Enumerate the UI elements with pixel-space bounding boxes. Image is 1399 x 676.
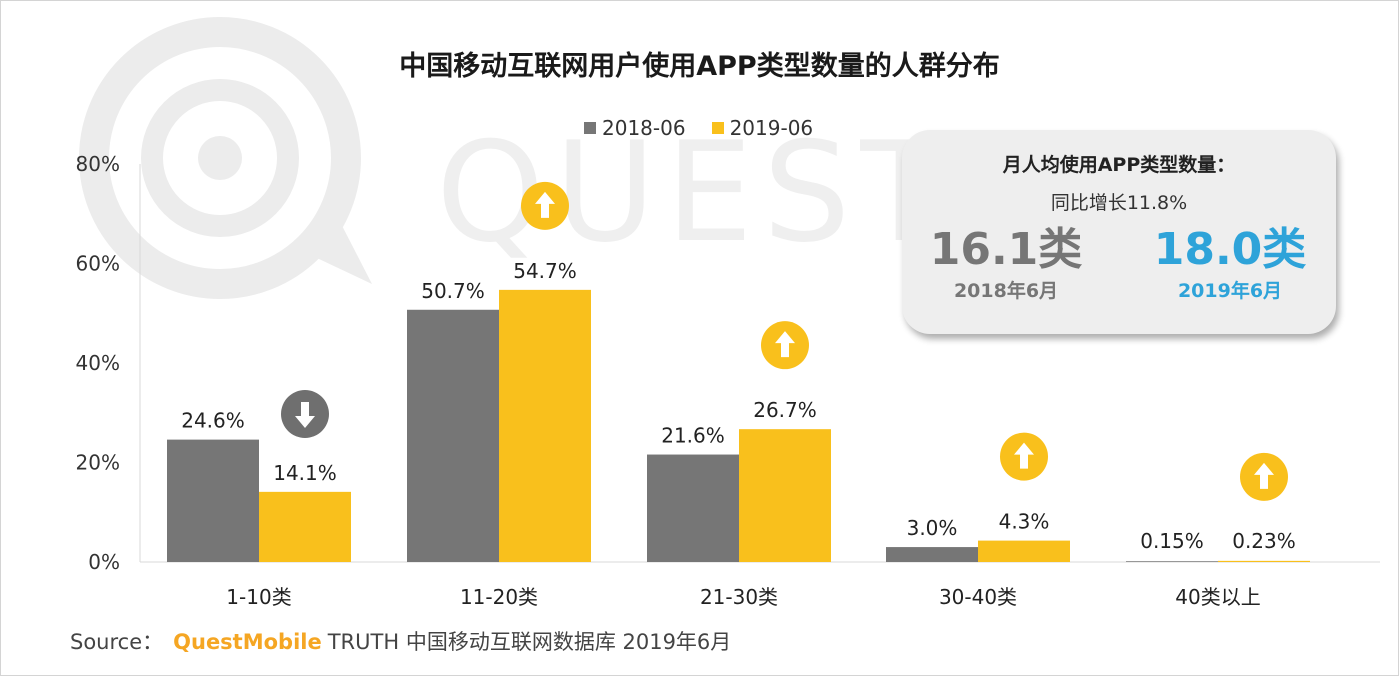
x-tick-label: 30-40类 (939, 585, 1017, 609)
legend-label-2019: 2019-06 (729, 116, 814, 140)
arrow-up-glyph-icon (775, 331, 795, 358)
bar-2019-06 (1218, 560, 1310, 562)
legend-label-2018: 2018-06 (602, 116, 686, 140)
bar-2018-06 (167, 439, 259, 562)
watermark-ring-icon (79, 17, 361, 299)
stat-2019: 18.0类 2019年6月 (1130, 222, 1330, 303)
average-app-count-box: 月人均使用APP类型数量： 同比增长11.8% 16.1类 2018年6月 18… (902, 130, 1336, 334)
data-label: 24.6% (181, 409, 245, 433)
y-tick-label: 0% (88, 550, 120, 574)
arrow-up-glyph-icon (1254, 462, 1274, 489)
stat-2019-value: 18.0类 (1153, 224, 1307, 275)
x-tick-label: 1-10类 (226, 585, 291, 609)
bar-2019-06 (499, 289, 591, 562)
data-label: 21.6% (661, 424, 725, 448)
x-tick-label: 21-30类 (700, 585, 778, 609)
bar-2018-06 (1126, 561, 1218, 562)
data-label: 26.7% (753, 398, 817, 422)
legend-swatch-2019 (711, 122, 724, 134)
bar-2019-06 (978, 540, 1070, 562)
x-tick-label: 11-20类 (460, 585, 538, 609)
legend-item-2018: 2018-06 (584, 116, 686, 140)
bar-2019-06 (739, 429, 831, 562)
watermark-inner-ring-icon (141, 79, 299, 237)
bar-2018-06 (407, 309, 499, 562)
source-rest: TRUTH 中国移动互联网数据库 2019年6月 (327, 630, 732, 654)
stat-2018: 16.1类 2018年6月 (906, 222, 1106, 303)
legend-swatch-2018 (584, 122, 596, 134)
watermark-tail-icon (300, 214, 372, 284)
arrow-up-glyph-icon (535, 191, 555, 218)
data-label: 3.0% (907, 516, 958, 540)
x-tick-label: 40类以上 (1175, 585, 1260, 609)
y-tick-label: 80% (76, 152, 120, 176)
stat-box-title: 月人均使用APP类型数量： (1002, 154, 1236, 176)
stat-2018-value: 16.1类 (929, 224, 1083, 275)
bar-2018-06 (886, 547, 978, 562)
data-label: 50.7% (421, 279, 485, 303)
stat-2018-date: 2018年6月 (953, 280, 1059, 302)
data-label: 0.15% (1140, 529, 1204, 553)
bar-2019-06 (259, 491, 351, 562)
data-label: 4.3% (999, 510, 1050, 534)
y-tick-label: 40% (76, 351, 120, 375)
legend-item-2019: 2019-06 (711, 116, 814, 140)
source-brand: QuestMobile (173, 630, 322, 654)
source-note: Source： QuestMobile TRUTH 中国移动互联网数据库 2019年… (70, 626, 731, 656)
data-label: 14.1% (273, 461, 337, 485)
stat-growth-text: 同比增长11.8% (1050, 192, 1188, 214)
source-prefix: Source： (70, 630, 164, 654)
data-label: 54.7% (513, 259, 577, 283)
chart-title: 中国移动互联网用户使用APP类型数量的人群分布 (399, 51, 1000, 82)
stat-2019-date: 2019年6月 (1177, 280, 1283, 302)
y-tick-label: 60% (76, 252, 120, 276)
data-label: 0.23% (1232, 529, 1296, 553)
arrow-up-glyph-icon (1014, 442, 1034, 469)
watermark-dot-icon (198, 136, 242, 180)
bar-2018-06 (647, 454, 739, 562)
y-tick-label: 20% (76, 451, 120, 475)
legend: 2018-06 2019-06 (584, 116, 839, 140)
arrow-down-glyph-icon (295, 402, 315, 428)
